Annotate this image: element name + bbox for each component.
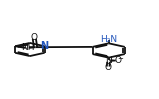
Text: O: O: [115, 56, 122, 65]
Text: H₂N: H₂N: [100, 35, 117, 44]
Text: N: N: [40, 41, 48, 51]
Text: −: −: [118, 56, 123, 62]
Text: O: O: [105, 63, 112, 72]
Text: O: O: [31, 33, 38, 42]
Text: +: +: [109, 57, 114, 62]
Text: NH: NH: [21, 43, 34, 52]
Text: N: N: [105, 56, 112, 65]
